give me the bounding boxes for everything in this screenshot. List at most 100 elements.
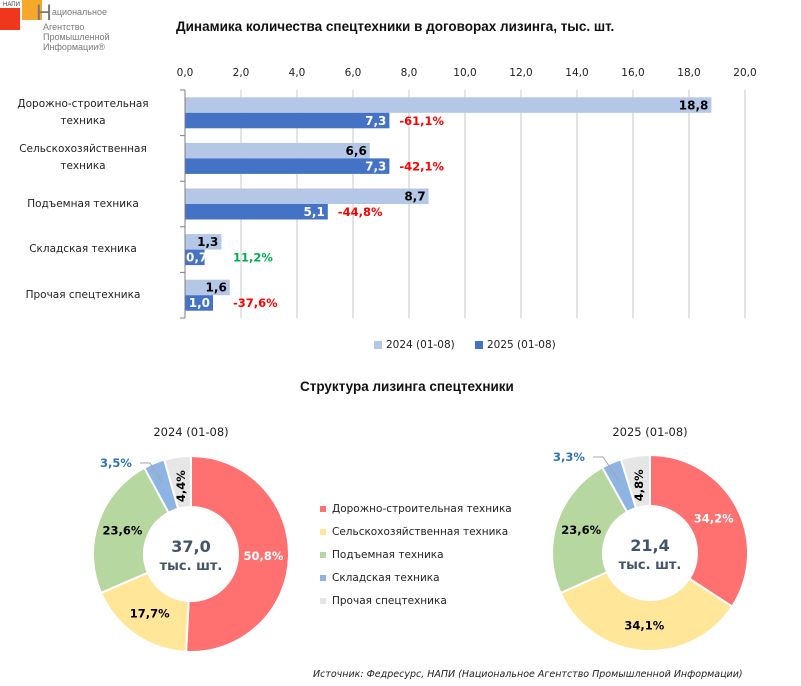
donut-value-label: 23,6%	[103, 523, 143, 537]
legend-swatch-2025	[475, 341, 483, 349]
bar-2024	[185, 142, 370, 159]
legend-item-2025: 2025 (01-08)	[475, 339, 556, 351]
donut-center-unit: тыс. шт.	[160, 559, 223, 574]
x-tick-label: 6,0	[344, 67, 362, 79]
donut-slice	[185, 454, 290, 653]
legend-swatch-2024	[374, 341, 382, 349]
donut-value-label: 34,2%	[694, 511, 734, 525]
bar-2025	[185, 204, 328, 220]
x-tick-label: 16,0	[621, 67, 645, 79]
legend-label-2025: 2025 (01-08)	[487, 339, 556, 351]
source-note: Источник: Федресурс, НАПИ (Национальное …	[313, 669, 743, 680]
donut-slice	[92, 466, 170, 595]
legend-label: Прочая спецтехника	[332, 595, 447, 607]
logo-line3: Промышленной	[43, 32, 110, 42]
logo-line2: Агентство	[43, 22, 85, 32]
donut-value-label: 4,8%	[632, 469, 646, 501]
category-label: Складская техника	[29, 243, 137, 256]
x-tick-label: 12,0	[509, 67, 533, 79]
bar-value-label-2024: 1,3	[197, 235, 218, 249]
bar-labels: 18,87,3 -61,1%6,67,3 -42,1%8,75,1 -44,8%1,3…	[186, 98, 708, 310]
bar-value-label-2024: 1,6	[206, 281, 227, 295]
logo-text: Национальное Агентство Промышленной Инфо…	[36, 2, 110, 53]
bar-2024	[185, 188, 429, 204]
donut-center-value: 37,0	[171, 537, 210, 556]
donut-legend-item: Складская техника	[320, 572, 440, 584]
x-tick-label: 8,0	[400, 67, 418, 79]
logo-line1: ациональное	[51, 7, 107, 17]
change-label: -44,8%	[338, 205, 383, 219]
donut-slice	[649, 453, 749, 608]
donut-center-unit: тыс. шт.	[619, 558, 682, 573]
legend-swatch	[320, 598, 326, 604]
logo-orange-square	[22, 0, 42, 20]
donut-2024: 50,8% 17,7% 23,6% 3,5% 4,4% 37,0 тыс. шт.	[92, 454, 290, 653]
legend-label: Подъемная техника	[332, 549, 444, 561]
legend-label-2024: 2024 (01-08)	[386, 339, 455, 351]
legend-swatch	[320, 552, 326, 558]
logo-abbr: НАПИ	[3, 2, 20, 8]
x-tick-label: 0,0	[176, 67, 194, 79]
x-tick-label: 2,0	[232, 67, 250, 79]
bar-2025	[185, 249, 205, 266]
legend-swatch	[320, 529, 326, 535]
legend-label: Дорожно-строительная техника	[332, 503, 512, 515]
bar-value-label-2025: 7,3	[365, 159, 386, 173]
donut-value-label: 50,8%	[244, 549, 284, 563]
logo-red-square	[0, 8, 20, 30]
change-label: 11,2%	[233, 251, 273, 265]
bar-2025	[185, 112, 390, 129]
category-label: Подъемная техника	[27, 197, 139, 210]
bar-value-label-2024: 6,6	[346, 144, 367, 158]
donut-legend-item: Подъемная техника	[320, 549, 444, 561]
donut-value-label: 4,4%	[174, 470, 188, 502]
grid-lines	[240, 90, 746, 318]
donut-legend-item: Сельскохозяйственная техника	[320, 526, 508, 538]
bar-value-label-2025: 0,7	[186, 251, 207, 265]
donut-value-label: 3,3%	[553, 450, 585, 464]
bars	[185, 97, 712, 311]
leader-line	[593, 456, 620, 482]
bar-value-label-2024: 8,7	[404, 190, 425, 204]
category-label: Дорожно-строительная техника	[17, 97, 149, 127]
x-tick-label: 18,0	[677, 67, 701, 79]
x-tick-label: 4,0	[288, 67, 306, 79]
logo-line4: Информации®	[43, 42, 105, 52]
bar-value-label-2025: 5,1	[304, 205, 325, 219]
pies-section-title: Структура лизинга спецтехники	[300, 379, 514, 394]
donut-slice	[163, 454, 192, 511]
bar-2024	[185, 279, 230, 296]
donut-2025: 34,2% 34,1% 23,6% 3,3% 4,8% 21,4 тыс. шт.	[551, 450, 749, 652]
bar-value-label-2025: 7,3	[365, 114, 386, 128]
legend-item-2024: 2024 (01-08)	[374, 339, 455, 351]
category-label: Сельскохозяйственная техника	[19, 143, 147, 173]
x-tick-label: 10,0	[453, 67, 477, 79]
bar-2025	[185, 158, 390, 174]
bar-2024	[185, 97, 712, 113]
leader-line	[140, 462, 163, 483]
donut-slice	[559, 570, 734, 652]
bar-2024	[185, 234, 222, 250]
donut-value-label: 34,1%	[624, 618, 664, 632]
donut-slice	[619, 453, 651, 510]
pie-title-2025: 2025 (01-08)	[612, 425, 688, 439]
legend-swatch	[320, 506, 326, 512]
x-tick-label: 14,0	[565, 67, 589, 79]
legend-label: Сельскохозяйственная техника	[332, 526, 509, 538]
x-tick-label: 20,0	[733, 67, 757, 79]
pie-title-2024: 2024 (01-08)	[153, 425, 229, 439]
donut-legend-item: Дорожно-строительная техника	[320, 503, 512, 515]
donut-value-label: 3,5%	[100, 456, 132, 470]
bar-chart-title: Динамика количества спецтехники в догово…	[176, 19, 615, 34]
donut-value-label: 17,7%	[130, 607, 170, 621]
donut-legend-item: Прочая спецтехника	[320, 595, 447, 607]
change-label: -42,1%	[399, 159, 444, 173]
donut-value-label: 23,6%	[561, 523, 601, 537]
bar-chart: 18,87,3 -61,1%6,67,3 -42,1%8,75,1 -44,8%1,3…	[180, 89, 746, 319]
bar-2025	[185, 295, 213, 311]
logo-initial: Н	[36, 0, 52, 25]
donut-center-value: 21,4	[630, 536, 669, 555]
donut-charts: 50,8% 17,7% 23,6% 3,5% 4,4% 37,0 тыс. шт. 34,2…	[92, 450, 749, 653]
donut-slice	[551, 466, 629, 595]
legend-swatch	[320, 575, 326, 581]
